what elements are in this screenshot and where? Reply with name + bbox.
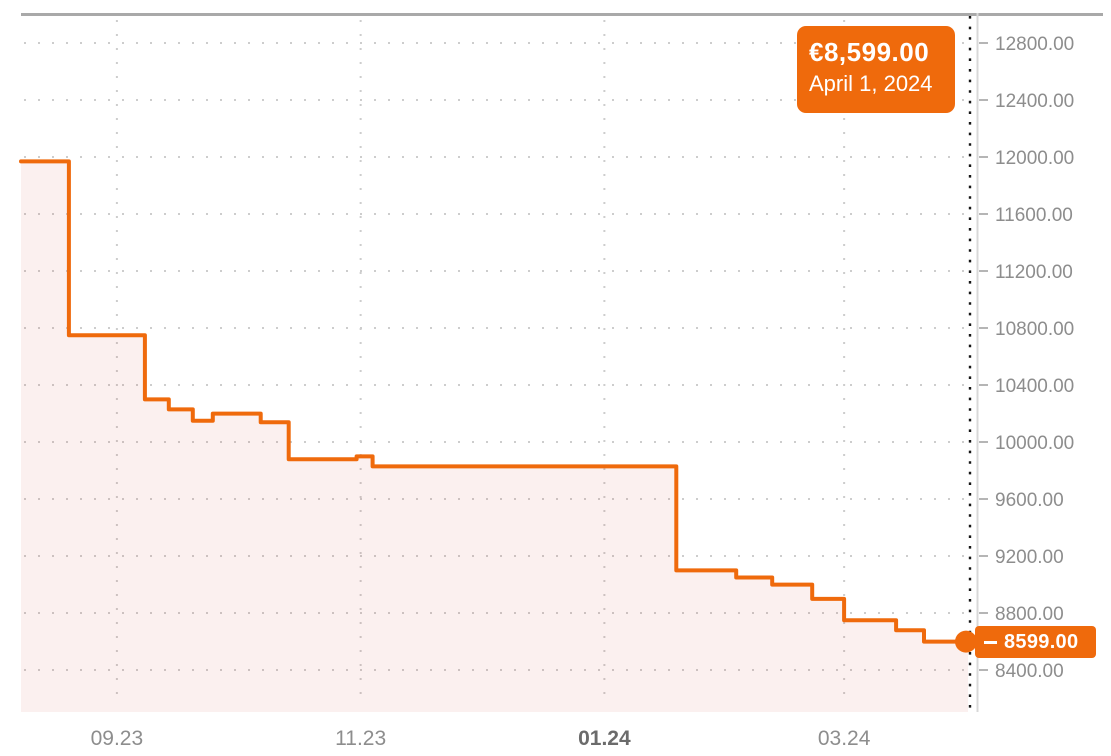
price-tooltip: €8,599.00 April 1, 2024 xyxy=(797,26,955,113)
y-tick-label: 10000.00 xyxy=(995,433,1074,454)
y-tick-label: 12000.00 xyxy=(995,148,1074,169)
y-tick-label: 9200.00 xyxy=(995,547,1064,568)
y-tick-label: 10800.00 xyxy=(995,319,1074,340)
y-tick-label: 9600.00 xyxy=(995,490,1064,511)
y-tick-label: 12800.00 xyxy=(995,34,1074,55)
y-tick-label: 11200.00 xyxy=(995,262,1073,283)
x-tick-label: 09.23 xyxy=(91,727,144,750)
flag-price-value: 8599.00 xyxy=(1004,630,1079,653)
y-tick-label: 8800.00 xyxy=(995,604,1064,625)
y-tick-label: 10400.00 xyxy=(995,376,1074,397)
price-area-fill xyxy=(21,161,968,712)
flag-tick-dash xyxy=(984,640,997,644)
x-tick-label: 03.24 xyxy=(818,727,871,750)
x-tick-label: 01.24 xyxy=(578,727,631,750)
x-tick-label: 11.23 xyxy=(335,727,386,750)
tooltip-price: €8,599.00 xyxy=(809,37,930,67)
y-tick-label: 12400.00 xyxy=(995,91,1074,112)
y-tick-label: 8400.00 xyxy=(995,661,1064,682)
price-line xyxy=(19,159,970,644)
last-point-marker xyxy=(955,630,977,653)
current-price-flag: 8599.00 xyxy=(975,626,1096,658)
y-tick-label: 11600.00 xyxy=(995,205,1073,226)
tooltip-date: April 1, 2024 xyxy=(809,71,933,96)
